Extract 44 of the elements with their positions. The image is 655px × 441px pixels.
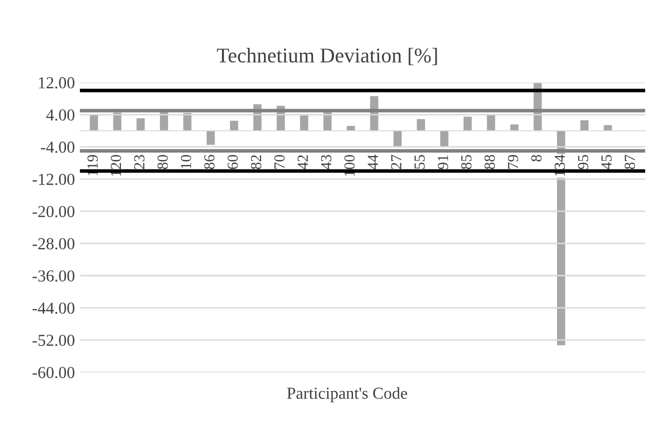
x-tick-label: 87	[624, 154, 635, 170]
x-tick-label: 86	[204, 154, 215, 170]
y-tick-label: -44.00	[32, 302, 74, 314]
x-tick-label: 55	[414, 154, 425, 169]
x-tick-label: 80	[158, 154, 168, 170]
x-tick-label: 70	[274, 154, 285, 169]
y-tick-label: -60.00	[32, 366, 74, 378]
x-tick-label: 95	[578, 154, 588, 170]
y-tick-label: -28.00	[32, 238, 74, 250]
y-tick-label: 4.00	[46, 109, 74, 121]
bar	[300, 115, 308, 131]
bar	[440, 130, 448, 148]
x-tick-label: 10	[180, 154, 192, 168]
x-tick-label: 8	[531, 154, 542, 162]
bar	[136, 118, 145, 131]
x-tick-label: 43	[321, 154, 332, 170]
x-tick-label: 27	[391, 154, 402, 169]
bar	[206, 130, 215, 145]
x-tick-label: 85	[461, 154, 472, 170]
x-tick-label: 91	[438, 155, 448, 170]
bar	[604, 125, 612, 131]
y-tick-label: -36.00	[32, 270, 74, 282]
x-tick-label: 79	[508, 154, 518, 169]
y-tick-label: -12.00	[32, 174, 74, 186]
y-tick-label: -52.00	[32, 334, 74, 346]
bar	[416, 119, 426, 131]
bar	[464, 116, 472, 131]
y-tick-label: -4.00	[40, 142, 74, 153]
y-tick-label: -20.00	[32, 206, 74, 218]
y-tick-label: 12.00	[39, 77, 74, 88]
x-axis-title: Participant's Code	[287, 387, 408, 402]
x-tick-label: 23	[134, 154, 144, 169]
x-tick-label: 120	[110, 154, 122, 176]
x-tick-label: 100	[344, 154, 355, 176]
x-tick-label: 45	[601, 154, 612, 170]
x-tick-label: 88	[484, 154, 495, 170]
x-tick-label: 82	[250, 155, 262, 170]
bar	[230, 120, 238, 131]
bar	[113, 112, 122, 131]
x-tick-label: 134	[554, 154, 565, 176]
chart-title: Technetium Deviation [%]	[216, 48, 437, 66]
x-tick-label: 60	[228, 154, 238, 169]
x-tick-label: 42	[298, 155, 308, 170]
x-tick-label: 44	[368, 154, 378, 170]
